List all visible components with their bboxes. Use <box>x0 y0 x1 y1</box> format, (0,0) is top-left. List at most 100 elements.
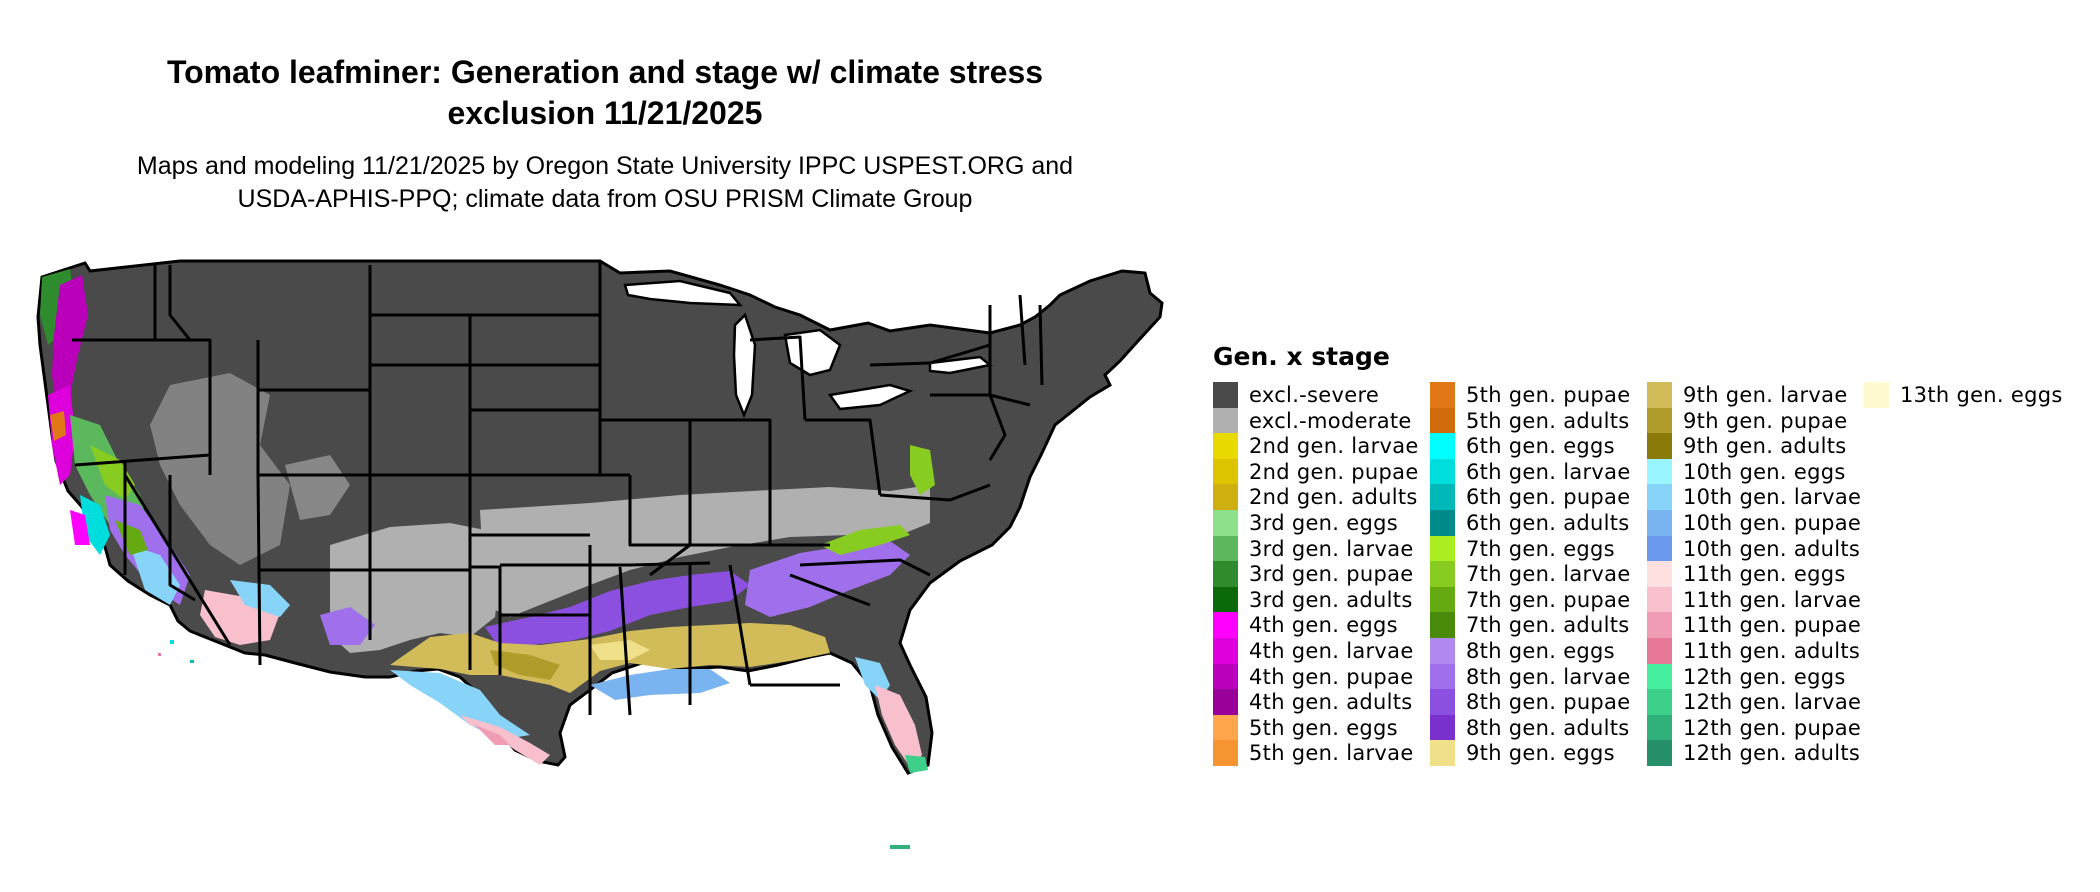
legend-label: 10th gen. larvae <box>1683 485 1862 510</box>
title-line-2: exclusion 11/21/2025 <box>447 95 763 131</box>
us-generation-map <box>36 259 1164 849</box>
legend-label: 10th gen. pupae <box>1683 511 1862 535</box>
legend-label: 7th gen. eggs <box>1466 536 1615 561</box>
subtitle-line-1: Maps and modeling 11/21/2025 by Oregon S… <box>136 152 1074 180</box>
legend-label: 6th gen. larvae <box>1466 459 1631 484</box>
legend-swatch <box>1213 689 1238 715</box>
legend-swatch <box>1213 663 1238 690</box>
legend-swatch <box>1430 510 1455 536</box>
legend-label: 7th gen. pupae <box>1466 587 1631 612</box>
legend-swatch <box>1213 433 1238 459</box>
legend-label: 11th gen. eggs <box>1683 562 1846 587</box>
moderate-exclusion-areas <box>150 373 930 653</box>
legend-label: 2nd gen. pupae <box>1249 459 1419 484</box>
legend-swatch <box>1213 407 1238 434</box>
legend-label: 7th gen. larvae <box>1466 562 1631 587</box>
legend-label: 11th gen. pupae <box>1683 613 1862 638</box>
legend-label: 9th gen. eggs <box>1466 741 1615 766</box>
legend-swatch <box>1213 535 1238 562</box>
legend-label: 9th gen. adults <box>1683 434 1847 459</box>
legend-label: 10th gen. eggs <box>1683 459 1846 484</box>
legend-label: 8th gen. adults <box>1466 715 1630 740</box>
legend-swatch <box>1647 382 1672 408</box>
legend-label: 12th gen. larvae <box>1683 690 1862 715</box>
legend-label: 10th gen. adults <box>1683 536 1861 561</box>
legend-swatch <box>1647 433 1672 459</box>
legend-swatch <box>1430 458 1455 485</box>
legend-label: 4th gen. pupae <box>1249 664 1414 689</box>
legend-label: 3rd gen. pupae <box>1249 562 1414 587</box>
legend-swatch <box>1647 612 1672 638</box>
legend-swatch <box>1647 458 1672 485</box>
legend-label: 12th gen. eggs <box>1683 664 1846 689</box>
legend-swatch <box>1647 561 1672 587</box>
legend-label: 6th gen. adults <box>1466 511 1630 535</box>
legend-swatch <box>1213 484 1238 510</box>
legend-label: 3rd gen. eggs <box>1249 511 1398 535</box>
legend-swatch <box>1647 663 1672 690</box>
legend-label: 9th gen. pupae <box>1683 408 1848 433</box>
legend-swatch <box>1430 689 1455 715</box>
legend-label: 5th gen. larvae <box>1249 741 1414 766</box>
legend-swatch <box>1213 714 1238 741</box>
legend-label: 2nd gen. adults <box>1249 485 1418 510</box>
subtitle-line-2: USDA-APHIS-PPQ; climate data from OSU PR… <box>237 185 973 213</box>
legend-swatch <box>1647 407 1672 434</box>
legend-swatch <box>1430 663 1455 690</box>
legend-label: 4th gen. eggs <box>1249 613 1398 638</box>
legend-swatch <box>1213 561 1238 587</box>
legend-swatch <box>1430 407 1455 434</box>
legend-swatch <box>1430 714 1455 741</box>
legend-label: 5th gen. adults <box>1466 408 1630 433</box>
legend-label: 6th gen. pupae <box>1466 485 1631 510</box>
legend-swatch <box>1430 535 1455 562</box>
legend-label: 3rd gen. larvae <box>1249 536 1414 561</box>
legend-swatch <box>1213 740 1238 766</box>
legend-label: 9th gen. larvae <box>1683 383 1848 407</box>
legend-swatch <box>1647 689 1672 715</box>
legend-label: 2nd gen. larvae <box>1249 434 1419 459</box>
title-line-1: Tomato leafminer: Generation and stage w… <box>166 54 1044 90</box>
legend-swatch <box>1430 561 1455 587</box>
legend-label: 7th gen. adults <box>1466 613 1630 638</box>
legend-swatch <box>1647 484 1672 510</box>
legend-label: 8th gen. pupae <box>1466 690 1631 715</box>
legend-label: 11th gen. adults <box>1683 639 1861 663</box>
legend-label: 12th gen. pupae <box>1683 715 1862 740</box>
state-boundaries <box>72 261 1044 716</box>
legend-label: excl.-moderate <box>1249 408 1412 433</box>
great-lakes <box>623 279 993 419</box>
legend-swatch <box>1647 638 1672 664</box>
legend-swatch <box>1430 484 1455 510</box>
legend-swatch <box>1647 714 1672 741</box>
legend-swatch <box>1213 638 1238 664</box>
legend-title: Gen. x stage <box>1213 342 1390 371</box>
map-title: Tomato leafminer: Generation and stage w… <box>40 52 1170 134</box>
legend-swatch <box>1430 382 1455 408</box>
legend-label: 5th gen. eggs <box>1249 715 1398 740</box>
legend-label: 13th gen. eggs <box>1900 383 2063 407</box>
southern-generation-bands <box>390 445 935 773</box>
legend-label: 5th gen. pupae <box>1466 383 1631 407</box>
legend-swatch <box>1864 382 1889 408</box>
legend-label: 11th gen. larvae <box>1683 587 1862 612</box>
legend-swatch <box>1430 586 1455 613</box>
legend-label: 3rd gen. adults <box>1249 587 1413 612</box>
legend-label: 8th gen. larvae <box>1466 664 1631 689</box>
legend-swatch <box>1647 740 1672 766</box>
legend-swatch <box>1213 458 1238 485</box>
legend-label: 6th gen. eggs <box>1466 434 1615 459</box>
legend-label: 4th gen. adults <box>1249 690 1413 715</box>
legend-swatch <box>1430 740 1455 766</box>
legend-label: 8th gen. eggs <box>1466 639 1615 663</box>
legend-swatch <box>1213 586 1238 613</box>
legend-swatch <box>1430 638 1455 664</box>
legend-label: 4th gen. larvae <box>1249 639 1414 663</box>
legend-swatch <box>1647 510 1672 536</box>
legend-swatch <box>1213 510 1238 536</box>
legend-swatch <box>1430 612 1455 638</box>
legend-swatch <box>1213 612 1238 638</box>
legend-swatch <box>1430 433 1455 459</box>
coastal-islands <box>158 640 910 849</box>
legend-label: 12th gen. adults <box>1683 741 1861 766</box>
